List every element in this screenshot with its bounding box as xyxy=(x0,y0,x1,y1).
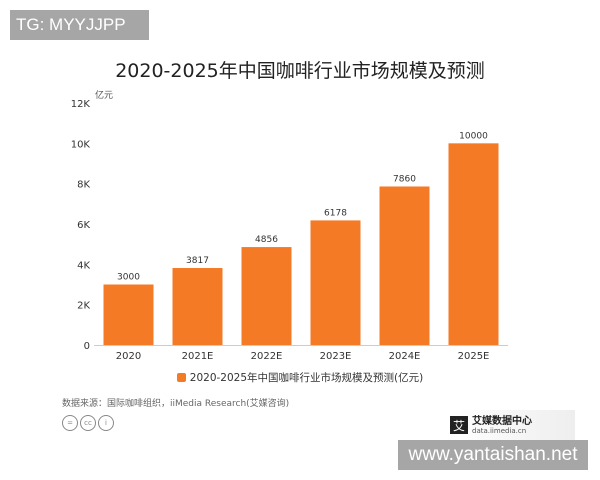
data-label: 10000 xyxy=(459,131,488,141)
y-tick-label: 6K xyxy=(77,220,90,231)
legend-swatch xyxy=(176,373,186,382)
y-tick-label: 12K xyxy=(71,99,91,110)
data-label: 7860 xyxy=(393,174,416,184)
chart-title: 2020-2025年中国咖啡行业市场规模及预测 xyxy=(115,60,485,82)
bar xyxy=(379,186,430,345)
y-tick-label: 0 xyxy=(84,341,90,352)
y-tick-label: 10K xyxy=(71,139,91,150)
logo-mark: 艾 xyxy=(450,416,468,434)
y-unit-label: 亿元 xyxy=(95,89,113,101)
watermark-bottom: www.yantaishan.net xyxy=(398,440,588,470)
data-label: 6178 xyxy=(324,208,347,218)
cc-by-icon: i xyxy=(98,415,114,431)
x-tick-label: 2022E xyxy=(251,351,283,362)
data-label: 4856 xyxy=(255,235,278,245)
logo-name: 艾媒数据中心 xyxy=(472,415,532,427)
bar xyxy=(310,220,361,345)
source-note: 数据来源：国际咖啡组织，iiMedia Research(艾媒咨询) xyxy=(62,399,290,409)
iimedia-logo: 艾 艾媒数据中心 data.iimedia.cn xyxy=(450,410,575,440)
legend[interactable]: 2020-2025年中国咖啡行业市场规模及预测(亿元) xyxy=(0,370,600,385)
bar xyxy=(103,284,154,345)
x-tick-label: 2024E xyxy=(389,351,421,362)
cc-nd-icon: = xyxy=(62,415,78,431)
legend-label: 2020-2025年中国咖啡行业市场规模及预测(亿元) xyxy=(189,372,424,384)
license-icons: = cc i xyxy=(62,415,114,431)
data-label: 3000 xyxy=(117,273,140,283)
bar xyxy=(448,143,499,345)
x-tick-label: 2023E xyxy=(320,351,352,362)
bar xyxy=(241,247,292,345)
x-tick-label: 2021E xyxy=(182,351,214,362)
cc-icon: cc xyxy=(80,415,96,431)
data-label: 3817 xyxy=(186,256,209,266)
bar xyxy=(172,268,223,345)
y-tick-label: 4K xyxy=(77,260,90,271)
watermark-top: TG: MYYJJPP xyxy=(10,10,149,40)
x-tick-label: 2020 xyxy=(116,351,141,362)
y-tick-label: 2K xyxy=(77,301,90,312)
y-tick-label: 8K xyxy=(77,180,90,191)
logo-url: data.iimedia.cn xyxy=(472,426,527,435)
x-tick-label: 2025E xyxy=(458,351,490,362)
